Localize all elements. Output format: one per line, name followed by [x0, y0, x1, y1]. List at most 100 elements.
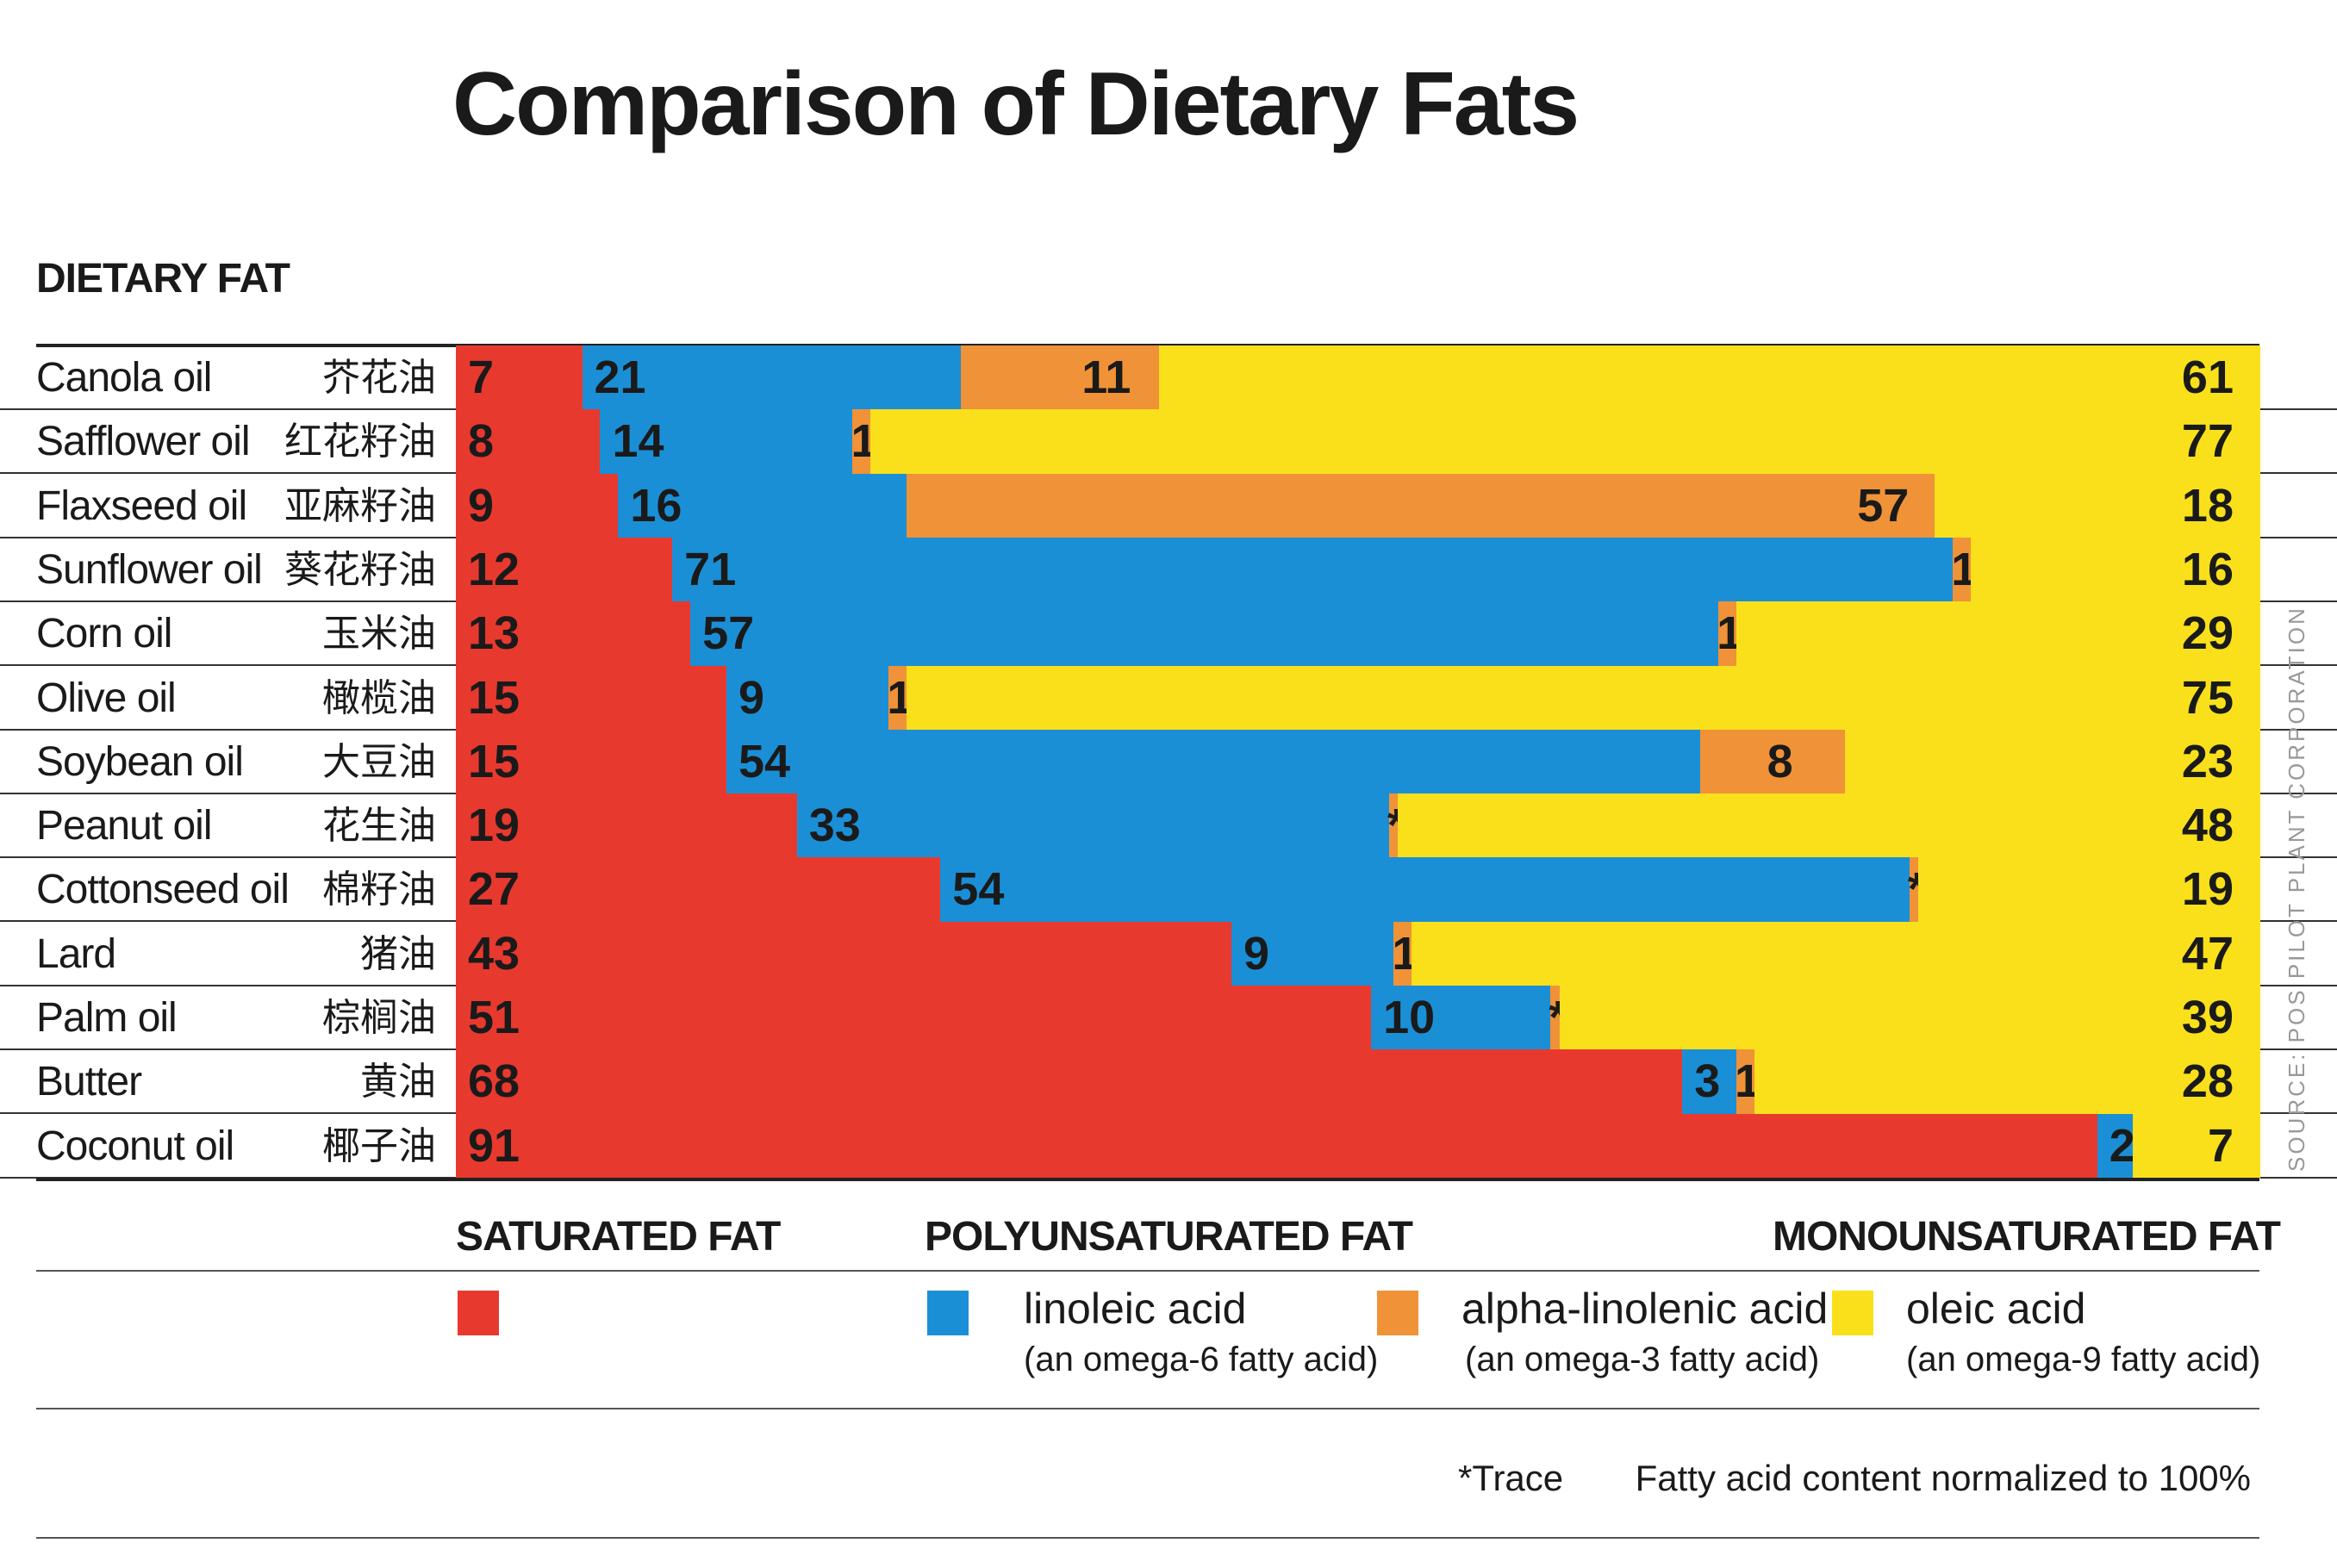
data-label-oleic: 75: [2181, 671, 2234, 724]
bar-segment-saturated: [456, 986, 1372, 1050]
data-label-saturated: 12: [468, 543, 520, 595]
category-label: Sunflower oil: [36, 546, 263, 593]
legend-oleic-sublabel: (an omega-9 fatty acid): [1906, 1341, 2261, 1378]
bar-segment-saturated: [456, 537, 673, 602]
bar-segment-saturated: [456, 1049, 1683, 1115]
bar-row-flaxseed-oil: Flaxseed oil 亚麻籽油 9 16 57 18: [0, 473, 2337, 538]
legend-swatch-alpha-linolenic: [1377, 1291, 1418, 1335]
bar-segment-saturated: [456, 1113, 2098, 1179]
footer-rule-bottom: [36, 1537, 2259, 1539]
data-label-saturated: 15: [468, 735, 520, 787]
bar-segment-linoleic: [618, 473, 907, 538]
data-label-oleic: 39: [2181, 992, 2234, 1043]
data-label-oleic: 28: [2181, 1055, 2234, 1108]
bar-segment-oleic: [1844, 729, 2260, 794]
bar-row-soybean-oil: Soybean oil 大豆油 15 54 8 23: [0, 729, 2337, 794]
legend-swatch-linoleic: [927, 1291, 969, 1335]
source-credit: SOURCE: POS PILOT PLANT CORPORATION: [2284, 606, 2309, 1172]
category-label-zh: 芥花油: [322, 357, 436, 399]
legend-swatch-saturated: [458, 1291, 499, 1335]
data-label-alpha-linolenic: 8: [1767, 735, 1793, 787]
bar-stack: 68 3 1 28: [456, 1049, 2260, 1115]
category-label-zh: 黄油: [360, 1061, 436, 1104]
bar-segment-oleic: [1754, 1049, 2260, 1115]
data-label-saturated: 68: [468, 1055, 520, 1108]
category-label: Safflower oil: [36, 419, 251, 465]
bar-stack: 7 21 11 61: [456, 345, 2260, 410]
bar-segment-linoleic: [2097, 1113, 2134, 1179]
category-label-zh: 花生油: [322, 805, 436, 848]
bar-segment-oleic: [2133, 1113, 2260, 1179]
legend-polyunsaturated-heading: POLYUNSATURATED FAT: [925, 1214, 1413, 1260]
legend-swatch-oleic: [1832, 1291, 1873, 1335]
bar-segment-alpha-linolenic: [1393, 921, 1412, 986]
legend-alpha-linolenic-sublabel: (an omega-3 fatty acid): [1465, 1341, 1820, 1378]
bar-stack: 51 10 * 39: [456, 986, 2260, 1050]
bar-stack: 43 9 1 47: [456, 921, 2260, 986]
data-label-saturated: 15: [468, 671, 520, 724]
bar-segment-saturated: [456, 665, 727, 731]
bar-row-sunflower-oil: Sunflower oil 葵花籽油 12 71 1 16: [0, 537, 2337, 602]
data-label-saturated: 13: [468, 607, 520, 660]
data-label-oleic: 29: [2181, 607, 2234, 660]
bar-segment-alpha-linolenic: [1718, 601, 1737, 667]
trace-footnote: *Trace: [1458, 1458, 1564, 1498]
bar-row-palm-oil: Palm oil 棕榈油 51 10 * 39: [0, 986, 2337, 1050]
bar-segment-saturated: [456, 793, 798, 859]
data-label-linoleic: 16: [630, 479, 682, 532]
footer-rule-top: [36, 1408, 2259, 1409]
bar-stack: 13 57 1 29: [456, 601, 2260, 667]
legend-linoleic-label: linoleic acid: [1024, 1285, 1247, 1333]
bar-segment-linoleic: [600, 409, 854, 475]
category-label-zh: 猪油: [360, 932, 436, 975]
data-label-oleic: 7: [2207, 1119, 2234, 1172]
bar-row-lard: Lard 猪油 43 9 1 47: [0, 921, 2337, 986]
data-label-saturated: 43: [468, 927, 520, 980]
bar-segment-oleic: [1559, 986, 2260, 1050]
bar-segment-oleic: [1736, 601, 2260, 667]
bar-segment-linoleic: [672, 537, 1954, 602]
bar-row-canola-oil: Canola oil 芥花油 7 21 11 61: [0, 345, 2337, 410]
bar-stack: 19 33 * 48: [456, 793, 2260, 859]
bar-row-coconut-oil: Coconut oil 椰子油 91 2 7: [0, 1113, 2337, 1179]
bar-row-corn-oil: Corn oil 玉米油 13 57 1 29: [0, 601, 2337, 667]
data-label-saturated: 27: [468, 863, 520, 916]
legend-rule: [36, 1270, 2259, 1272]
bar-segment-oleic: [1398, 793, 2260, 859]
bar-segment-linoleic: [690, 601, 1719, 667]
bar-segment-linoleic: [1682, 1049, 1737, 1115]
data-label-linoleic: 54: [952, 863, 1005, 916]
bar-row-olive-oil: Olive oil 橄榄油 15 9 1 75: [0, 665, 2337, 731]
data-label-linoleic: 10: [1383, 992, 1436, 1043]
dietary-fat-heading: DIETARY FAT: [36, 256, 290, 302]
bottom-rule: [36, 1178, 2259, 1181]
category-label: Flaxseed oil: [36, 482, 247, 529]
data-label-linoleic: 14: [612, 415, 664, 468]
category-label: Olive oil: [36, 675, 177, 721]
category-label-zh: 大豆油: [322, 740, 436, 783]
category-label: Lard: [36, 930, 116, 977]
data-label-linoleic: 2: [2109, 1119, 2135, 1172]
bar-segment-oleic: [1412, 921, 2260, 986]
category-label-zh: 亚麻籽油: [284, 484, 436, 527]
bar-stack: 15 54 8 23: [456, 729, 2260, 794]
bar-segment-linoleic: [726, 665, 889, 731]
category-label-zh: 橄榄油: [322, 676, 436, 719]
bar-row-cottonseed-oil: Cottonseed oil 棉籽油 27 54 * 19: [0, 857, 2337, 923]
legend-saturated-heading: SATURATED FAT: [456, 1214, 781, 1260]
data-label-alpha-linolenic: 11: [1081, 352, 1131, 403]
bar-segment-alpha-linolenic: [1736, 1049, 1755, 1115]
legend-linoleic-sublabel: (an omega-6 fatty acid): [1024, 1341, 1379, 1378]
bar-segment-alpha-linolenic: [1388, 793, 1399, 859]
bar-segment-oleic: [1918, 857, 2260, 923]
category-label: Corn oil: [36, 611, 172, 657]
bar-segment-saturated: [456, 601, 691, 667]
data-label-oleic: 19: [2181, 863, 2234, 916]
data-label-linoleic: 3: [1694, 1055, 1721, 1108]
category-label-zh: 椰子油: [322, 1124, 436, 1167]
bar-stack: 91 2 7: [456, 1113, 2260, 1179]
data-label-linoleic: 33: [808, 800, 861, 852]
data-label-oleic: 48: [2181, 800, 2234, 852]
category-label-zh: 棉籽油: [322, 868, 436, 912]
